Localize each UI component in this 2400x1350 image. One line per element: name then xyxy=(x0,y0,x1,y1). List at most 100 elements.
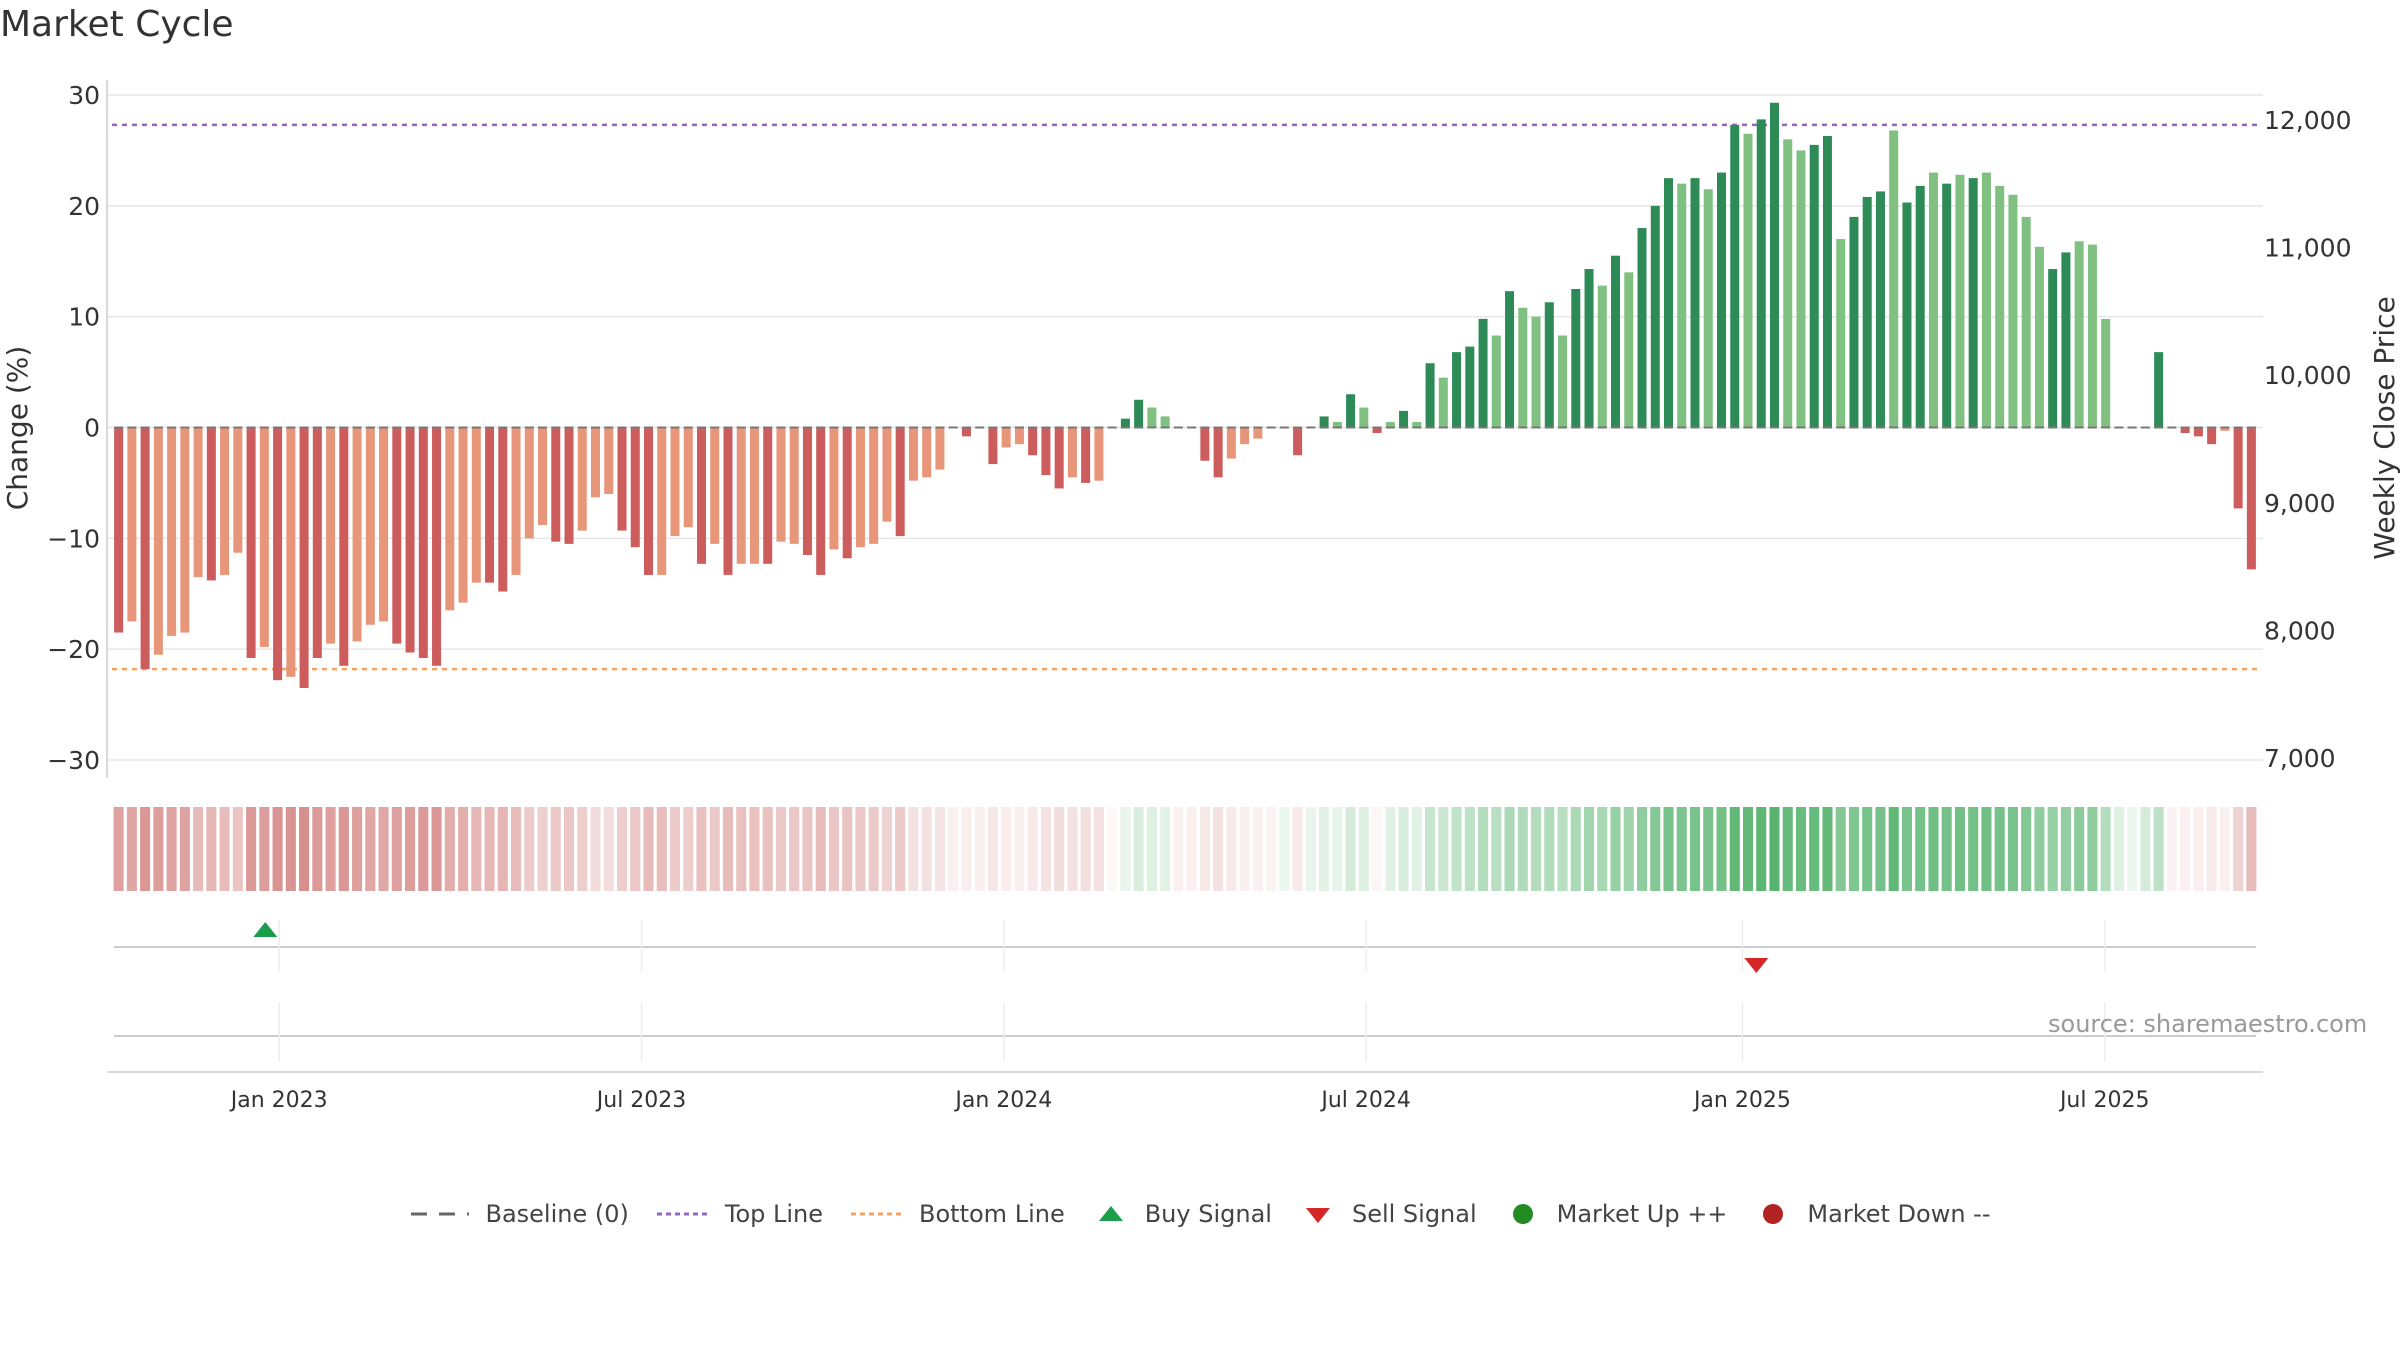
change-bar xyxy=(1650,205,1660,428)
heatmap-cell xyxy=(2113,807,2124,891)
change-bar xyxy=(1425,363,1435,428)
change-bar xyxy=(1200,427,1210,461)
change-bar xyxy=(1862,196,1872,428)
heatmap-cell xyxy=(1517,807,1528,891)
heatmap-cell xyxy=(431,807,442,891)
heatmap-cell xyxy=(1146,807,1157,891)
change-bar xyxy=(1081,427,1091,483)
change-bar xyxy=(140,427,150,670)
y2-tick-label: 7,000 xyxy=(2264,744,2336,773)
heatmap-cell xyxy=(1875,807,1886,891)
baseline-dash-icon xyxy=(411,1212,470,1216)
change-bar xyxy=(1001,427,1011,448)
heatmap-cell xyxy=(1478,807,1489,891)
y-axis-label: Change (%) xyxy=(1,346,34,511)
heatmap-cell xyxy=(616,807,628,891)
change-bar xyxy=(498,427,508,592)
heatmap-cell xyxy=(2166,807,2177,891)
change-bar xyxy=(1028,427,1038,456)
x-tick-label: Jul 2024 xyxy=(1319,1088,1411,1113)
heatmap-cell xyxy=(749,807,760,891)
heatmap-cell xyxy=(2087,807,2098,891)
heatmap-cell xyxy=(921,807,932,891)
change-bar xyxy=(1478,318,1488,428)
change-bar xyxy=(1942,183,1952,428)
change-bar xyxy=(577,427,587,531)
x-tick-label: Jan 2023 xyxy=(229,1088,328,1113)
heatmap-cell xyxy=(1610,807,1621,891)
legend-item-buy: Buy Signal xyxy=(1091,1200,1272,1228)
heatmap-cell xyxy=(1968,807,1979,891)
heatmap-cell xyxy=(2206,807,2217,891)
heatmap-cell xyxy=(1014,807,1025,891)
change-bar xyxy=(418,427,428,659)
x-tick-label: Jan 2024 xyxy=(953,1088,1052,1113)
change-bar xyxy=(749,427,759,564)
heatmap-cell xyxy=(405,807,416,891)
heatmap-cell xyxy=(166,807,177,891)
heatmap-cell xyxy=(2021,807,2032,891)
heatmap-cell xyxy=(140,807,151,891)
change-bar xyxy=(1703,189,1713,428)
change-bar xyxy=(114,427,124,633)
y-tick-label: −20 xyxy=(47,635,100,664)
heatmap-cell xyxy=(2180,807,2191,891)
change-bar xyxy=(2008,194,2018,428)
heatmap-cell xyxy=(325,807,336,891)
y2-axis-label: Weekly Close Price xyxy=(2368,296,2400,559)
heatmap-cell xyxy=(1040,807,1051,891)
heatmap-cell xyxy=(1570,807,1581,891)
change-bar xyxy=(1902,202,1912,428)
change-bar xyxy=(922,427,932,478)
heatmap-cell xyxy=(2233,807,2244,891)
legend-item-market-down: Market Down -- xyxy=(1753,1200,1991,1228)
change-bar xyxy=(1346,394,1356,428)
legend-label: Top Line xyxy=(724,1200,824,1228)
change-bar xyxy=(299,427,309,688)
heatmap-cell xyxy=(458,807,469,891)
heatmap-cell xyxy=(603,807,614,891)
heatmap-cell xyxy=(630,807,641,891)
legend-item-sell: Sell Signal xyxy=(1298,1200,1477,1228)
heatmap-cell xyxy=(1650,807,1661,891)
change-bar xyxy=(630,427,640,548)
change-bar xyxy=(988,427,998,465)
heatmap-cell xyxy=(1279,807,1290,891)
heatmap-cell xyxy=(510,807,522,891)
heatmap-cell xyxy=(497,807,508,891)
change-bar xyxy=(2180,427,2190,434)
y-tick-label: 30 xyxy=(68,81,100,110)
heatmap-cell xyxy=(1425,807,1436,891)
heatmap-cell xyxy=(802,807,813,891)
triangle-down-icon xyxy=(1305,1208,1330,1223)
heatmap-cell xyxy=(378,807,389,891)
legend-label: Baseline (0) xyxy=(485,1200,629,1228)
y2-tick-label: 12,000 xyxy=(2264,106,2351,135)
heatmap-cell xyxy=(2007,807,2018,891)
heatmap-cell xyxy=(868,807,879,891)
change-bar xyxy=(458,427,468,603)
heatmap-cell xyxy=(1742,807,1754,891)
change-bar xyxy=(1147,407,1157,428)
change-bar xyxy=(1611,255,1621,428)
change-bar xyxy=(1889,130,1899,428)
change-bar xyxy=(1783,139,1793,428)
heatmap-cell xyxy=(246,807,257,891)
change-bar xyxy=(1332,421,1342,428)
source-credit: source: sharemaestro.com xyxy=(2048,1010,2368,1038)
legend-item-top-line: Top Line xyxy=(655,1200,823,1228)
change-bar xyxy=(392,427,402,644)
change-bar xyxy=(1399,410,1409,428)
legend-label: Market Down -- xyxy=(1807,1200,1991,1228)
change-bar xyxy=(643,427,654,575)
heatmap-cell xyxy=(762,807,773,891)
change-bar xyxy=(802,427,812,555)
y-tick-label: −10 xyxy=(47,524,100,553)
change-bar xyxy=(259,427,269,647)
heatmap-cell xyxy=(1252,807,1263,891)
heatmap-cell xyxy=(987,807,998,891)
heatmap-cell xyxy=(1107,807,1118,891)
change-bar xyxy=(2207,427,2217,445)
change-bar xyxy=(1465,346,1475,428)
heatmap-cell xyxy=(1583,807,1595,891)
